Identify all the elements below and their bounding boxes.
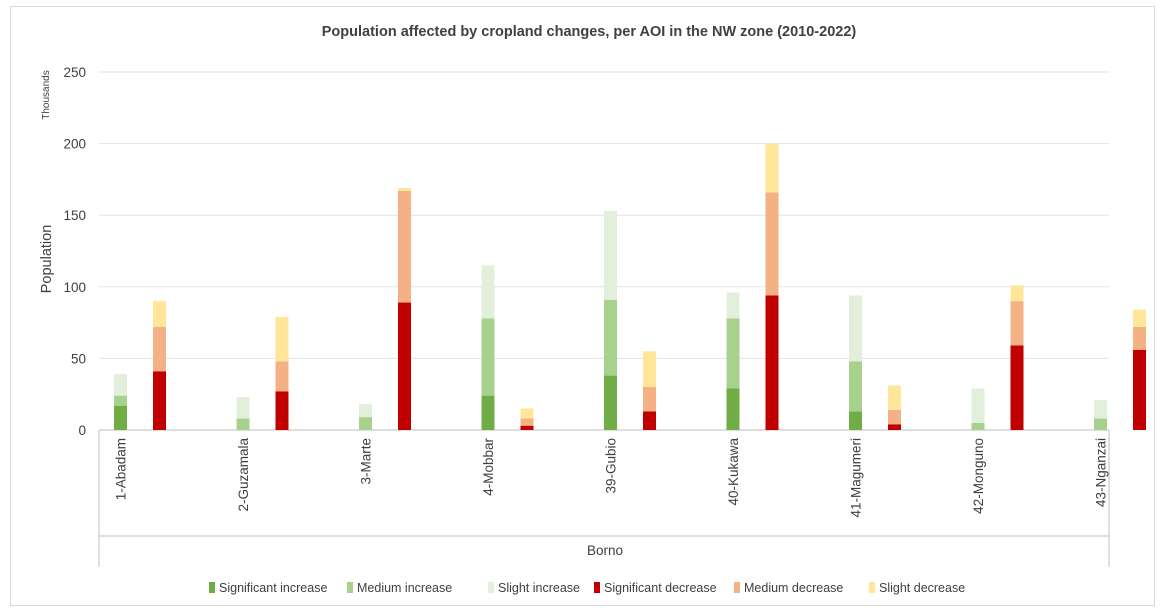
y-tick-label: 150 [63,208,86,223]
bar-segment [275,361,289,392]
chart-area: Population affected by cropland changes,… [10,6,1155,606]
y-tick-label: 50 [71,351,86,366]
bar-segment [520,425,534,430]
bar-segment [726,318,740,389]
x-tick-label: 43-Nganzai [1094,438,1109,507]
bar-segment [765,192,779,296]
legend-label: Slight increase [498,581,580,595]
x-tick-label: 1-Abadam [114,438,129,500]
x-tick-label: 4-Mobbar [481,437,496,495]
bar-segment [643,411,656,430]
x-tick-label: 39-Gubio [604,438,619,494]
legend-label: Significant increase [219,581,327,595]
bar-segment [726,388,740,430]
bar-segment [726,292,740,319]
bar-segment [520,418,534,426]
bar-segment [1010,345,1024,430]
legend-swatch [488,582,494,593]
bar-segment [849,295,862,362]
y-axis-unit-label: Thousands [41,70,52,119]
x-tick-label: 2-Guzamala [236,438,251,512]
bar-segment [1094,399,1107,419]
bar-segment [359,404,372,418]
legend-swatch [347,582,353,593]
x-tick-label: 3-Marte [359,438,374,485]
bar-segment [275,316,289,362]
x-tick-label: 42-Monguno [971,438,986,514]
bar-segment [359,417,372,430]
y-tick-label: 100 [63,280,86,295]
bar-segment [153,326,166,372]
bar-segment [481,395,495,430]
legend-swatch [209,582,215,593]
legend-label: Slight decrease [879,581,965,595]
bar-segment [114,405,127,430]
bar-segment [765,295,779,430]
legend-swatch [734,582,740,593]
bar-segment [888,424,901,430]
bar-segment [481,265,495,319]
bar-segment [1010,301,1024,346]
bar-segment [481,318,495,396]
legend-label: Medium decrease [744,581,843,595]
y-tick-label: 250 [63,65,86,80]
bar-segment [236,397,250,419]
bar-segment [888,409,901,425]
bar-segment [1133,349,1146,430]
bar-segment [849,411,862,430]
y-axis-title: Population [39,225,55,294]
bar-segment [398,187,411,191]
bar-segment [888,385,901,410]
bar-segment [604,375,617,430]
bar-segment [643,387,656,412]
bar-segment [153,371,166,430]
bar-segment [604,210,617,300]
bar-segment [398,190,411,303]
bar-segment [275,391,289,430]
chart-canvas: Population affected by cropland changes,… [39,24,1146,595]
bar-segment [971,388,985,423]
legend-swatch [594,582,600,593]
x-tick-label: 41-Magumeri [849,438,864,518]
bar-segment [236,418,250,430]
bar-segment [1133,309,1146,327]
bar-segment [153,301,166,327]
x-tick-label: 40-Kukawa [726,438,741,506]
legend-swatch [869,582,875,593]
bar-segment [1133,326,1146,350]
x-axis-group-label: Borno [587,543,623,558]
bar-segment [849,361,862,412]
bar-segment [520,408,534,419]
bar-segment [398,302,411,430]
y-tick-label: 0 [78,423,86,438]
legend-label: Significant decrease [604,581,717,595]
legend: Significant increase Medium increase Sligh… [209,581,965,595]
bar-segment [643,351,656,388]
bar-segment [114,374,127,396]
bar-segment [604,299,617,376]
y-tick-label: 200 [63,137,86,152]
bar-segment [765,143,779,193]
bar-segment [1094,418,1107,430]
bar-segment [1010,285,1024,302]
legend-label: Medium increase [357,581,452,595]
bar-segment [114,395,127,406]
bar-segment [971,422,985,430]
chart-title: Population affected by cropland changes,… [322,24,857,40]
